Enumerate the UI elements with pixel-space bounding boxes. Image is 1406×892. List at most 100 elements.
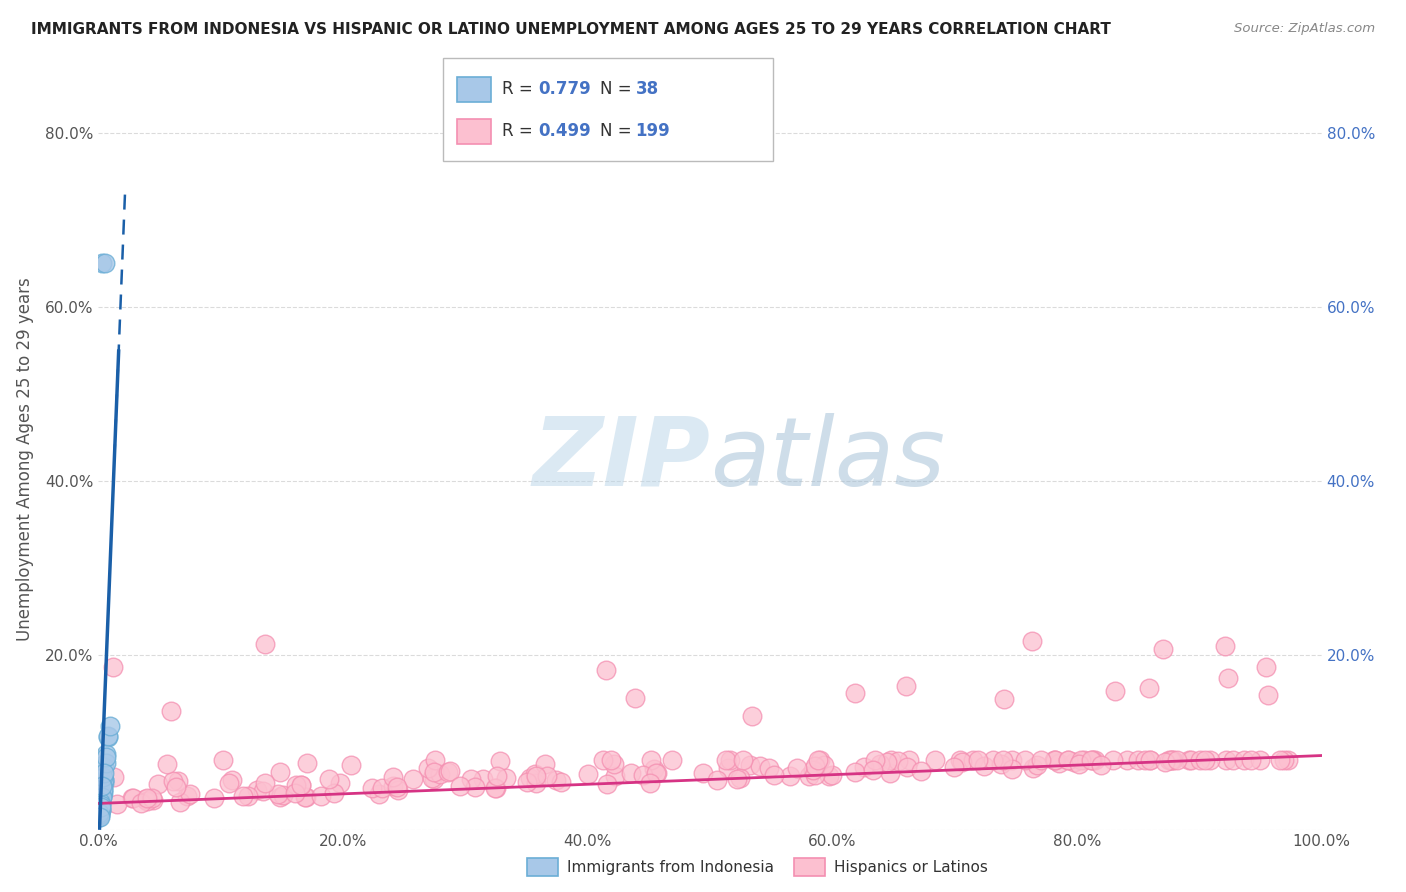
Point	[645, 766, 668, 780]
Point	[1139, 753, 1161, 767]
Point	[804, 768, 827, 782]
Point	[135, 791, 157, 805]
Point	[1166, 753, 1188, 767]
Point	[801, 763, 824, 777]
Point	[1090, 757, 1112, 772]
Point	[290, 778, 312, 792]
Point	[813, 757, 835, 772]
Point	[91, 787, 114, 801]
Point	[1081, 753, 1104, 767]
Point	[1268, 753, 1291, 767]
Point	[1057, 753, 1080, 767]
Point	[643, 762, 665, 776]
Point	[179, 787, 201, 801]
Point	[360, 781, 382, 796]
Point	[101, 659, 124, 673]
Point	[519, 771, 541, 785]
Point	[418, 761, 440, 775]
Point	[156, 757, 179, 772]
Point	[1000, 753, 1022, 767]
Point	[402, 772, 425, 786]
Point	[807, 753, 830, 767]
Point	[1216, 671, 1239, 685]
Text: ZIP: ZIP	[531, 413, 710, 506]
Point	[91, 778, 114, 792]
Text: N =: N =	[600, 122, 637, 140]
Point	[869, 756, 891, 771]
Point	[524, 776, 547, 790]
Point	[910, 764, 932, 778]
Text: 38: 38	[636, 80, 658, 98]
Point	[91, 256, 114, 270]
Text: N =: N =	[600, 80, 637, 98]
Point	[924, 753, 946, 767]
Point	[896, 760, 918, 774]
Point	[97, 730, 120, 744]
Point	[1043, 753, 1066, 767]
Point	[381, 779, 404, 793]
Point	[624, 691, 647, 706]
Point	[212, 753, 235, 767]
Point	[290, 778, 312, 792]
Point	[898, 753, 921, 767]
Point	[318, 772, 340, 787]
Point	[949, 753, 972, 767]
Point	[844, 764, 866, 779]
Point	[896, 679, 918, 693]
Point	[1137, 681, 1160, 695]
Point	[309, 789, 332, 803]
Point	[706, 772, 728, 787]
Point	[269, 789, 291, 804]
Point	[1014, 753, 1036, 767]
Point	[714, 753, 737, 767]
Point	[423, 772, 446, 787]
Point	[449, 779, 471, 793]
Point	[820, 768, 842, 782]
Point	[91, 789, 114, 804]
Text: Source: ZipAtlas.com: Source: ZipAtlas.com	[1234, 22, 1375, 36]
Point	[91, 786, 114, 800]
Point	[162, 773, 184, 788]
Point	[1178, 753, 1201, 767]
Point	[90, 803, 112, 817]
Text: 0.779: 0.779	[538, 80, 592, 98]
Text: 0.499: 0.499	[538, 122, 592, 140]
Point	[1277, 753, 1299, 767]
Point	[1157, 753, 1180, 767]
Point	[1021, 761, 1043, 775]
Point	[779, 769, 801, 783]
Point	[644, 766, 666, 780]
Point	[97, 730, 120, 744]
Point	[1139, 753, 1161, 767]
Point	[439, 764, 461, 778]
Point	[167, 774, 190, 789]
Point	[595, 663, 617, 677]
Point	[1153, 755, 1175, 769]
Point	[246, 783, 269, 797]
Point	[89, 810, 111, 824]
Point	[323, 785, 346, 799]
Text: atlas: atlas	[710, 413, 945, 506]
Point	[1152, 642, 1174, 657]
Point	[105, 797, 128, 812]
Point	[1194, 753, 1216, 767]
Point	[232, 789, 254, 804]
Point	[844, 685, 866, 699]
Point	[488, 755, 510, 769]
Point	[741, 708, 763, 723]
Point	[90, 796, 112, 810]
Point	[603, 757, 626, 772]
Text: Immigrants from Indonesia: Immigrants from Indonesia	[567, 860, 773, 874]
Point	[1104, 684, 1126, 698]
Point	[1115, 753, 1137, 767]
Text: #d0e4f0: #d0e4f0	[710, 458, 716, 459]
Point	[804, 759, 827, 773]
Point	[90, 803, 112, 817]
Point	[1249, 753, 1271, 767]
Point	[862, 763, 884, 777]
Point	[879, 765, 901, 780]
Point	[134, 791, 156, 805]
Point	[596, 777, 619, 791]
Point	[1240, 753, 1263, 767]
Point	[950, 755, 973, 769]
